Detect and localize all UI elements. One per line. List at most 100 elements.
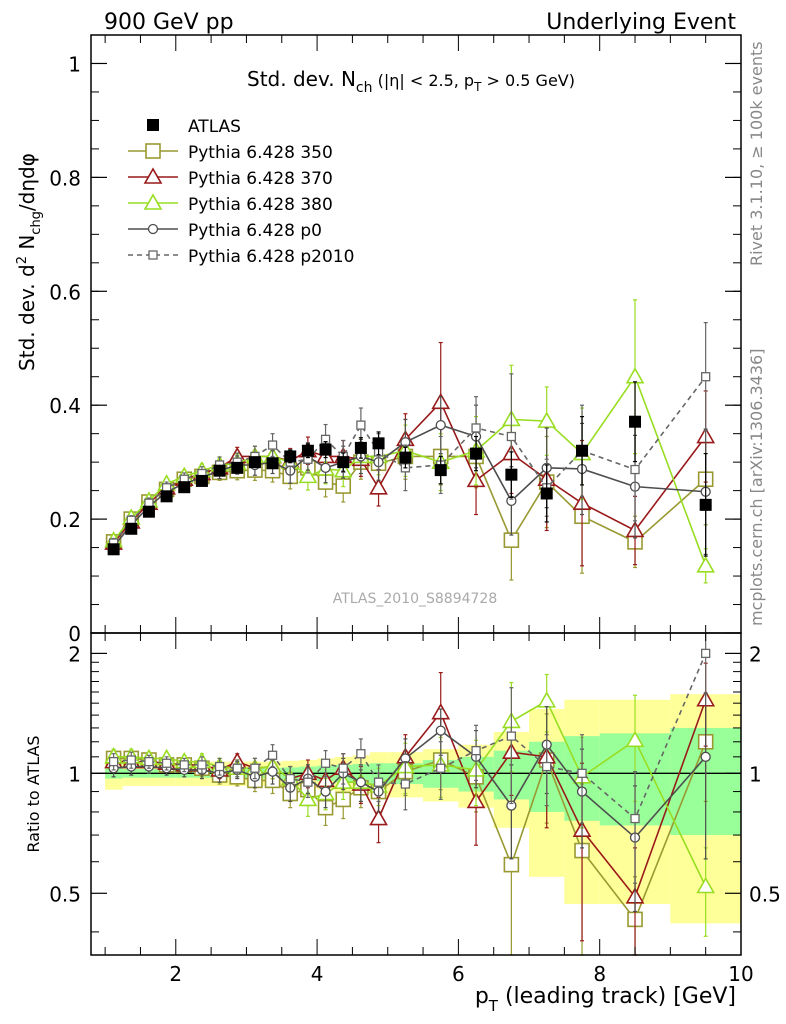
legend-swatch-marker [147, 223, 159, 235]
ratio-series-5-point [338, 763, 348, 773]
ratio-series-5-point [373, 777, 384, 787]
main-series-0-point [699, 498, 712, 511]
legend-item: Pythia 6.428 380 [128, 193, 333, 215]
ratio-axes: 0.5 0.5 1 1 2 2 2 4 6 8 10 [49, 633, 781, 986]
ratio-ytick-label: 2 [68, 642, 81, 666]
main-ytick-label: 1 [68, 52, 81, 76]
main-series-0-point [266, 457, 279, 470]
ratio-series-3-point [696, 876, 716, 894]
ratio-series-3-point [537, 691, 557, 708]
ratio-ytick-label: 1 [68, 762, 81, 786]
xtick-label: 2 [169, 962, 182, 986]
ratio-series-5-point [161, 758, 172, 768]
ratio-series-5-point [179, 760, 189, 770]
ratio-ytick-label-right: 0.5 [749, 882, 781, 906]
ratio-series-2-point [369, 808, 388, 826]
ratio-series-3-point [298, 789, 318, 807]
main-series-layer [104, 299, 716, 584]
legend-label: Pythia 6.428 p2010 [188, 247, 354, 267]
ratio-series-5-point [232, 763, 242, 773]
main-series-0-point [107, 543, 120, 556]
ratio-series-5-point [126, 755, 136, 765]
ratio-series-4-point [700, 751, 711, 762]
legend-item: Pythia 6.428 p0 [128, 221, 322, 241]
legend-label: Pythia 6.428 370 [188, 169, 333, 189]
main-series-0-point [505, 468, 518, 481]
main-series-5-point [630, 464, 640, 475]
main-series-0-point [629, 415, 642, 428]
legend-item: ATLAS [147, 117, 241, 137]
ratio-series-5-point [285, 773, 295, 784]
ratio-series-5-point [108, 756, 119, 767]
ratio-ytick-label-right: 2 [749, 642, 762, 666]
legend: ATLAS Pythia 6.428 350 Pythia 6.428 370 Pyt… [128, 117, 354, 267]
main-series-0-point [178, 481, 191, 494]
main-series-0-point [248, 456, 261, 469]
main-title: Std. dev. Nch (|η| < 2.5, pT > 0.5 GeV) [247, 67, 575, 96]
header-left: 900 GeV pp [104, 10, 234, 35]
main-series-0-point [434, 464, 447, 477]
main-series-0-point [125, 522, 138, 535]
ratio-ytick-label: 0.5 [49, 882, 81, 906]
xtick-label: 10 [728, 962, 753, 986]
main-series-5-point [471, 423, 481, 433]
rivet-label: Rivet 3.1.10, ≥ 100k events [747, 41, 766, 266]
main-series-0-point [399, 451, 412, 464]
main-series-0-point [142, 505, 155, 518]
legend-item: Pythia 6.428 p2010 [128, 247, 354, 267]
ratio-series-4-point [435, 725, 446, 736]
ratio-series-5-point [214, 761, 225, 772]
ratio-series-5-point [250, 763, 260, 773]
ratio-series-layer [104, 632, 716, 956]
legend-swatch-marker [148, 250, 158, 260]
main-series-0-point [284, 450, 297, 463]
main-series-2-point [369, 478, 388, 495]
ratio-series-5-point [577, 768, 587, 778]
mcplots-label: mcplots.cern.ch [arXiv:1306.3436] [747, 349, 766, 626]
ratio-series-4-point [320, 786, 331, 797]
legend-swatch-marker [147, 119, 159, 131]
main-series-0-point [160, 490, 173, 503]
main-ytick-label: 0.8 [49, 166, 81, 190]
ratio-series-5-point [197, 760, 207, 770]
ratio-series-3-point [625, 730, 645, 748]
main-series-0-point [470, 447, 483, 460]
legend-label: Pythia 6.428 380 [188, 195, 333, 215]
main-series-0-point [231, 461, 244, 474]
legend-swatch-marker [143, 193, 163, 210]
main-ytick-label: 0.2 [49, 508, 81, 532]
main-series-5-point [506, 431, 517, 442]
ratio-series-5-point [701, 648, 711, 659]
main-series-0-point [576, 444, 589, 457]
x-axis-label: pT (leading track) [GeV] [475, 984, 736, 1015]
main-series-5-point [701, 372, 711, 382]
ratio-series-5-point [144, 756, 154, 767]
ratio-series-5-point [630, 813, 640, 824]
ratio-series-5-point [303, 777, 313, 787]
ratio-series-4-point [355, 777, 367, 788]
main-series-0-point [337, 456, 350, 469]
xtick-label: 6 [452, 962, 465, 986]
legend-label: ATLAS [188, 117, 241, 137]
ratio-series-5-point [400, 779, 411, 789]
main-ytick-label: 0.6 [49, 280, 81, 304]
ratio-series-5-point [356, 749, 366, 759]
ratio-ylabel: Ratio to ATLAS [24, 735, 43, 852]
header-right: Underlying Event [546, 10, 736, 35]
main-ylabel: Std. dev. d2 Nchg/dηdφ [15, 153, 44, 371]
main-series-4-point [320, 462, 331, 473]
ratio-series-4-point [267, 766, 278, 777]
ratio-series-5 [108, 632, 711, 884]
main-panel: 0 0.2 0.4 0.6 0.8 1 Std. dev. Nch (|η| < 2.5,… [15, 34, 742, 646]
ratio-series-5-point [506, 731, 517, 741]
ratio-series-5-point [542, 761, 552, 772]
main-series-4-point [435, 419, 446, 431]
main-series-0-point [213, 464, 226, 477]
ratio-series-1-point [503, 856, 520, 873]
legend-item: Pythia 6.428 350 [128, 143, 333, 163]
legend-label: Pythia 6.428 350 [188, 143, 333, 163]
main-series-0-point [372, 437, 385, 450]
main-ytick-label: 0 [68, 622, 81, 646]
main-series-3-point [625, 367, 645, 384]
main-series-0-point [319, 443, 332, 456]
